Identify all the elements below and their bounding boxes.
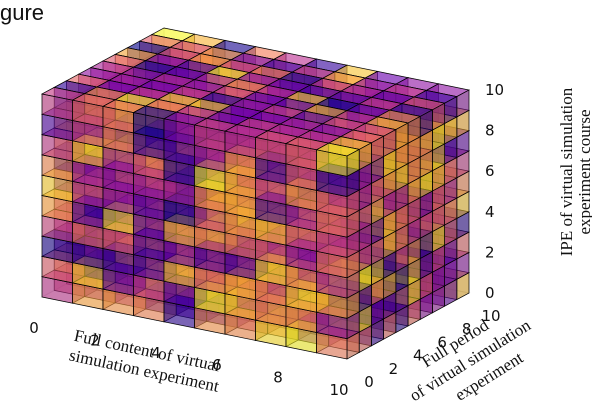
y-tick-label: 6 — [437, 333, 447, 351]
y-tick-label: 8 — [462, 320, 472, 338]
z-axis-label-line-2: experiment course — [575, 109, 592, 234]
x-tick-label: 4 — [151, 344, 161, 362]
x-tick-label: 2 — [90, 331, 100, 349]
voxel-cubes — [40, 27, 471, 360]
cropped-caption-text: gure — [0, 0, 45, 25]
x-tick-label: 10 — [329, 381, 348, 399]
voxel-front-face — [316, 149, 348, 177]
y-tick-label: 0 — [364, 373, 374, 391]
x-tick-label: 6 — [212, 356, 222, 374]
z-tick-label: 0 — [485, 284, 495, 302]
z-tick-label: 4 — [485, 203, 495, 221]
y-tick-label: 10 — [481, 307, 500, 325]
z-tick-label: 10 — [485, 81, 504, 99]
y-tick-label: 2 — [389, 360, 399, 378]
voxel — [315, 142, 361, 177]
z-axis-label-line-1: IPE of virtual simulation — [557, 87, 576, 256]
x-tick-label: 8 — [273, 369, 283, 387]
z-tick-label: 6 — [485, 162, 495, 180]
z-tick-label: 8 — [485, 122, 495, 140]
y-tick-label: 4 — [413, 347, 423, 365]
z-tick-label: 2 — [485, 243, 495, 261]
x-tick-label: 0 — [29, 319, 39, 337]
